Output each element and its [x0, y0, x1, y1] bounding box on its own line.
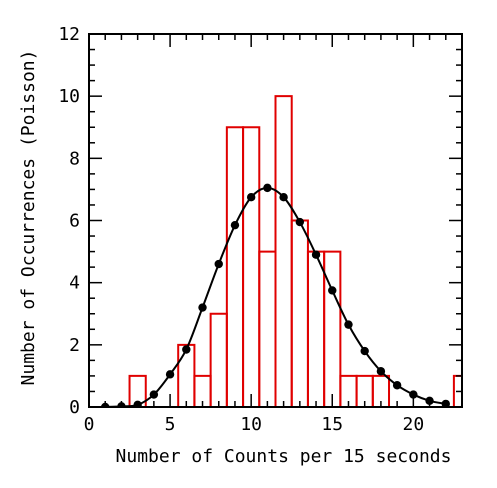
poisson-fit-point — [376, 367, 386, 376]
poisson-fit-point — [230, 220, 240, 230]
poisson-fit-point — [392, 381, 402, 390]
poisson-fit-point — [425, 396, 434, 405]
poisson-fit-point — [295, 217, 305, 227]
histogram-bar — [128, 374, 147, 407]
poisson-fit-point — [165, 370, 175, 379]
y-tick-label: 6 — [69, 211, 80, 232]
x-axis-label: Number of Counts per 15 seconds — [116, 446, 452, 467]
histogram-bar — [371, 374, 391, 407]
histogram-bar — [242, 126, 261, 407]
histogram-bar — [258, 250, 277, 407]
histogram-bar — [209, 312, 228, 407]
poisson-fit-point — [360, 346, 369, 356]
y-tick-label: 12 — [58, 24, 80, 45]
histogram-bar — [177, 343, 196, 407]
y-tick-label: 0 — [69, 397, 80, 418]
tick-labels-layer: 0 5 10 15 20 0 2 4 6 8 10 12 — [58, 24, 424, 435]
poisson-fit-point — [149, 390, 159, 399]
poisson-fit-line — [105, 186, 446, 407]
poisson-fit-point — [182, 345, 191, 354]
ticks-layer — [88, 33, 463, 408]
poisson-fit-point — [198, 303, 207, 312]
histogram-series — [128, 95, 462, 407]
histogram-bar — [290, 219, 309, 407]
poisson-fit-point — [246, 192, 256, 202]
x-tick-label: 5 — [165, 414, 176, 435]
y-tick-label: 8 — [69, 148, 80, 169]
data-layer — [101, 95, 462, 407]
poisson-fit-point — [214, 259, 223, 269]
histogram-bar — [274, 95, 293, 407]
y-tick-label: 2 — [69, 335, 80, 356]
histogram-bar — [225, 126, 245, 407]
poisson-fit-point — [263, 183, 272, 193]
histogram-bar — [323, 250, 342, 407]
y-axis-label: Number of Occurrences (Poisson) — [18, 50, 39, 386]
x-tick-label: 20 — [403, 414, 425, 435]
poisson-fit-point — [344, 320, 353, 329]
x-tick-label: 15 — [321, 414, 343, 435]
histogram-bar — [452, 374, 462, 407]
poisson-fit-point — [328, 286, 337, 295]
x-tick-label: 10 — [240, 414, 262, 435]
histogram-bar — [306, 250, 326, 407]
y-tick-label: 4 — [69, 273, 80, 294]
x-tick-label: 0 — [84, 414, 95, 435]
y-tick-label: 10 — [58, 86, 80, 107]
poisson-fit-point — [279, 192, 288, 202]
poisson-fit-point — [311, 250, 321, 259]
